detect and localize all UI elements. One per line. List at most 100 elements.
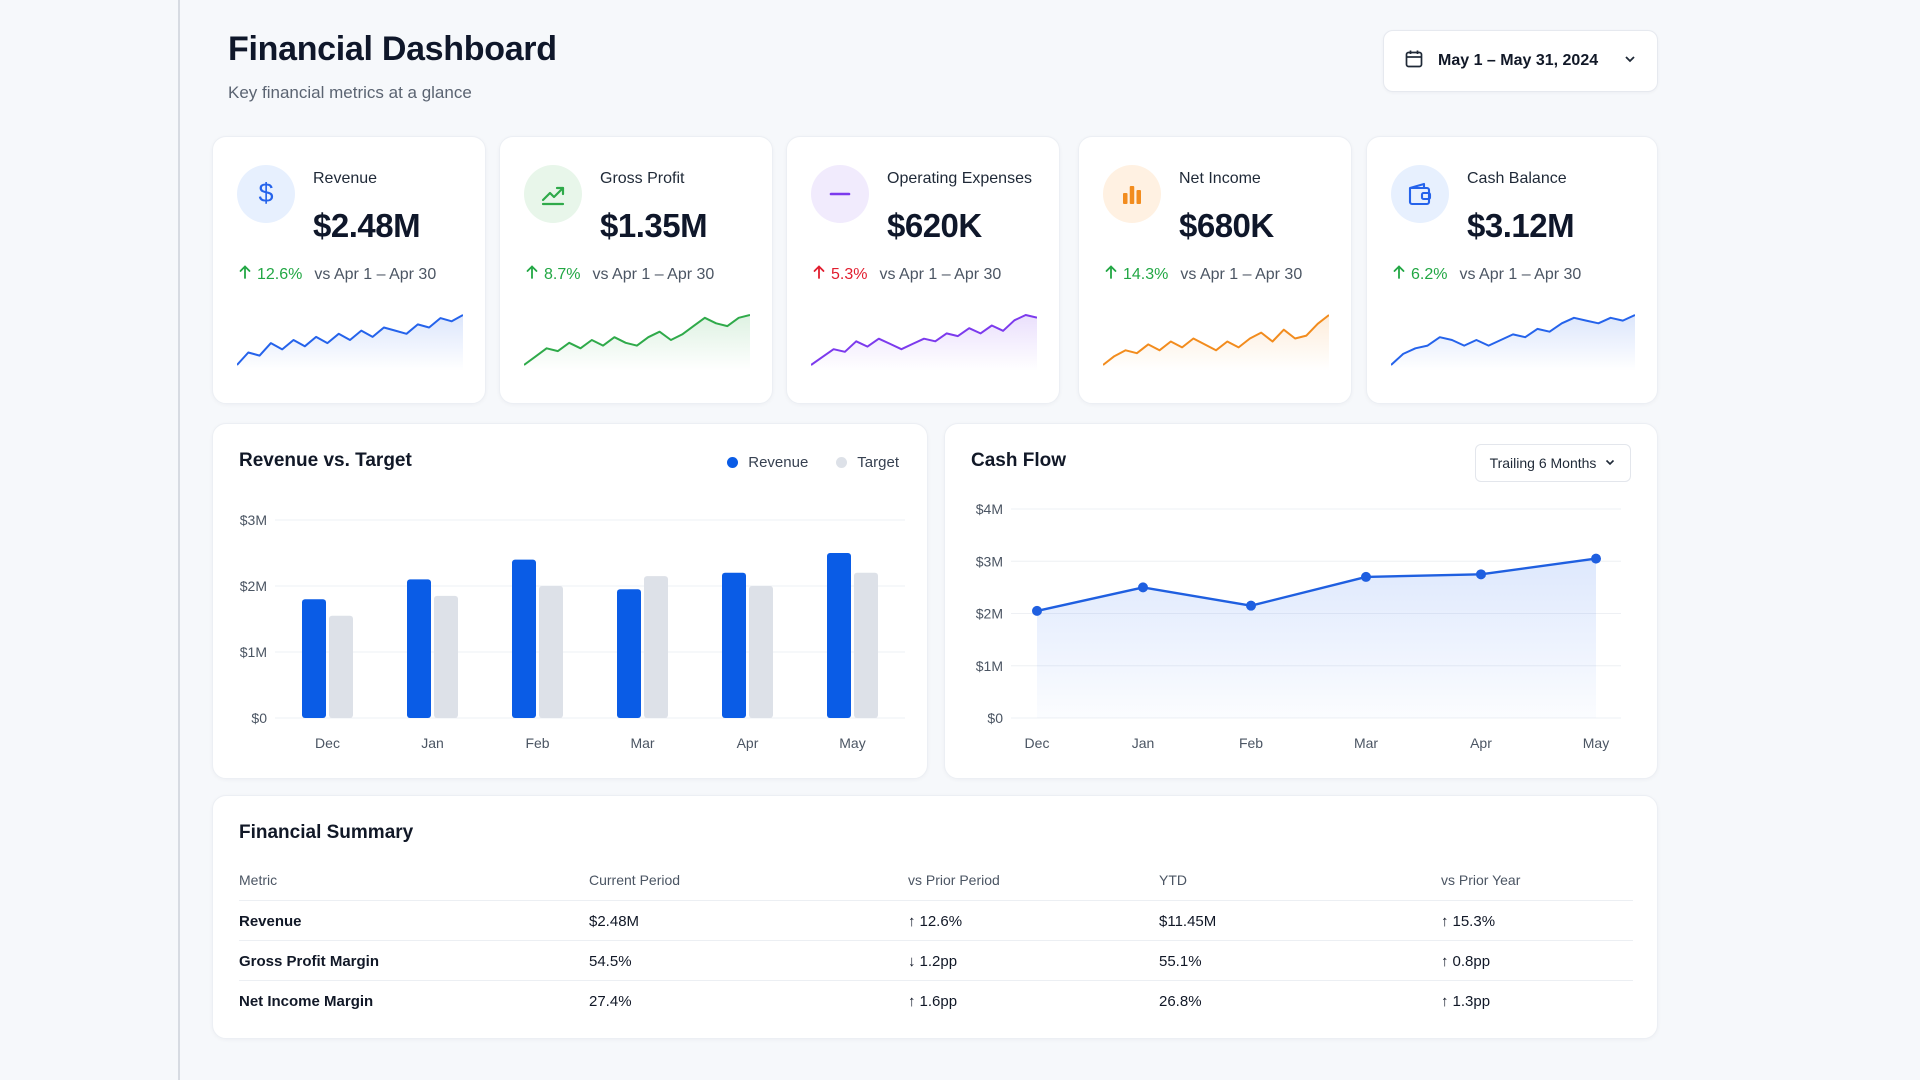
kpi-compare-label: vs Apr 1 – Apr 30 — [314, 265, 437, 283]
summary-vs-prior-value: 12.6% — [919, 913, 963, 930]
summary-vs-prior: ↑ 1.6pp — [908, 981, 1159, 1021]
legend-dot-revenue — [727, 457, 739, 468]
page-header: Financial Dashboard Key financial metric… — [228, 30, 557, 103]
cash-flow-title: Cash Flow — [971, 450, 1067, 471]
bar-target — [329, 615, 353, 718]
y-tick-label: $2M — [976, 606, 1003, 622]
summary-vs-prior: ↑ 12.6% — [908, 900, 1159, 941]
kpi-label: Cash Balance — [1467, 170, 1567, 187]
sidebar-divider — [178, 0, 180, 1080]
arrow-up-icon: ↑ — [1441, 993, 1449, 1010]
legend-item-target: Target — [836, 454, 899, 471]
cash-flow-point — [1361, 571, 1371, 582]
sparkline-area — [524, 315, 750, 371]
summary-vs-prior-year-value: 1.3pp — [1452, 993, 1491, 1010]
col-header: vs Prior Year — [1441, 858, 1633, 901]
summary-current: $2.48M — [589, 900, 908, 941]
kpi-delta-value: 14.3% — [1123, 265, 1169, 283]
minus-icon — [811, 165, 869, 223]
sparkline-line — [1103, 314, 1329, 366]
summary-vs-prior: ↓ 1.2pp — [908, 940, 1159, 981]
kpi-compare-label: vs Apr 1 – Apr 30 — [1459, 265, 1582, 283]
sparkline-area — [1391, 315, 1635, 371]
revenue-chart-title: Revenue vs. Target — [239, 450, 412, 471]
arrow-up-icon: ↑ — [908, 913, 916, 930]
y-tick-label: $1M — [976, 658, 1003, 674]
date-range-picker[interactable]: May 1 – May 31, 2024 — [1383, 30, 1658, 92]
chevron-down-icon — [1604, 455, 1616, 471]
kpi-delta: 8.7% vs Apr 1 – Apr 30 — [526, 265, 714, 284]
arrow-up-icon — [813, 265, 825, 284]
cash-flow-card: Cash Flow Trailing 6 Months $0 $1M $2M $3M $… — [944, 423, 1658, 779]
kpi-delta: 12.6% vs Apr 1 – Apr 30 — [239, 265, 436, 284]
bar-revenue — [722, 572, 746, 718]
cash-flow-point — [1476, 569, 1486, 580]
cash-flow-point — [1591, 553, 1601, 564]
y-tick-label: $4M — [976, 501, 1003, 517]
page-subtitle: Key financial metrics at a glance — [228, 83, 472, 102]
summary-row: Revenue $2.48M ↑ 12.6% $11.45M ↑ 15.3% — [239, 900, 1633, 941]
x-tick-label: Apr — [1470, 735, 1492, 751]
bar-revenue — [302, 599, 326, 718]
summary-row: Gross Profit Margin 54.5% ↓ 1.2pp 55.1% ↑ 0.8p… — [239, 940, 1633, 981]
summary-header-row: Metric Current Period vs Prior Period YT… — [239, 858, 1633, 901]
bar-revenue — [827, 553, 851, 718]
x-tick-label: Feb — [1239, 735, 1263, 751]
wallet-icon — [1391, 165, 1449, 223]
kpi-label: Revenue — [313, 170, 378, 187]
bar-target — [749, 586, 773, 718]
summary-row: Net Income Margin 27.4% ↑ 1.6pp 26.8% ↑ 1.3pp — [239, 981, 1633, 1021]
col-header: Current Period — [589, 858, 908, 901]
cash-flow-point — [1138, 582, 1148, 593]
bar-revenue — [617, 589, 641, 718]
dollar-icon: $ — [237, 165, 295, 223]
kpi-value: $3.12M — [1467, 207, 1575, 244]
col-header: Metric — [239, 858, 589, 901]
summary-vs-prior-year: ↑ 0.8pp — [1441, 940, 1633, 981]
kpi-value: $620K — [887, 207, 982, 244]
x-tick-label: Mar — [630, 735, 654, 751]
arrow-up-icon: ↑ — [908, 993, 916, 1010]
x-tick-label: Dec — [1025, 735, 1050, 751]
x-tick-label: May — [1583, 735, 1609, 751]
y-tick-label: $3M — [240, 512, 267, 528]
sparkline-area — [237, 315, 463, 371]
arrow-up-icon: ↑ — [1441, 953, 1449, 970]
sparkline-area — [1103, 315, 1329, 371]
kpi-delta-value: 12.6% — [257, 265, 303, 283]
sparkline — [524, 314, 750, 371]
summary-vs-prior-year-value: 0.8pp — [1452, 953, 1491, 970]
period-select[interactable]: Trailing 6 Months — [1475, 444, 1631, 482]
sparkline-area — [811, 315, 1037, 371]
chevron-down-icon — [1623, 52, 1637, 71]
summary-vs-prior-year: ↑ 1.3pp — [1441, 981, 1633, 1021]
kpi-delta: 6.2% vs Apr 1 – Apr 30 — [1393, 265, 1581, 284]
bar-revenue — [407, 579, 431, 718]
revenue-bar-chart: $0 $1M $2M $3M Dec Jan Feb Mar Apr May — [240, 512, 905, 751]
legend-item-revenue: Revenue — [727, 454, 808, 471]
cash-flow-area — [1037, 558, 1596, 718]
kpi-value: $680K — [1179, 207, 1274, 244]
arrow-down-icon: ↓ — [908, 953, 916, 970]
kpi-delta: 5.3% vs Apr 1 – Apr 30 — [813, 265, 1001, 284]
x-tick-label: Jan — [421, 735, 444, 751]
legend-dot-target — [836, 457, 848, 468]
kpi-value: $2.48M — [313, 207, 421, 244]
summary-ytd: $11.45M — [1159, 900, 1441, 941]
kpi-compare-label: vs Apr 1 – Apr 30 — [1180, 265, 1303, 283]
sparkline-line — [1391, 314, 1635, 366]
y-tick-label: $2M — [240, 578, 267, 594]
kpi-label: Net Income — [1179, 170, 1261, 187]
summary-current: 54.5% — [589, 940, 908, 981]
kpi-delta-value: 6.2% — [1411, 265, 1448, 283]
sparkline — [1103, 314, 1329, 371]
cash-flow-area-chart: $0 $1M $2M $3M $4M Dec Jan Feb Mar Apr May — [976, 501, 1621, 751]
col-header: vs Prior Period — [908, 858, 1159, 901]
summary-current: 27.4% — [589, 993, 632, 1010]
summary-vs-prior-year: ↑ 15.3% — [1441, 900, 1633, 941]
x-tick-label: Jan — [1132, 735, 1155, 751]
legend-label-target: Target — [857, 454, 899, 471]
bar-target — [539, 586, 563, 718]
summary-table: Metric Current Period vs Prior Period YT… — [239, 858, 1633, 1020]
trend-up-icon — [524, 165, 582, 223]
